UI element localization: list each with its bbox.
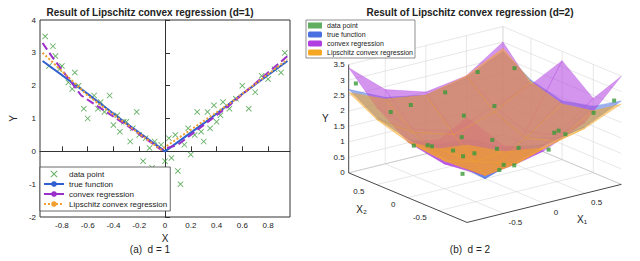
svg-text:Y: Y [8, 115, 19, 122]
svg-text:(a) d = 1: (a) d = 1 [130, 244, 171, 255]
svg-text:true function: true function [327, 31, 366, 38]
svg-text:1.5: 1.5 [334, 122, 346, 131]
svg-text:(b) d = 2: (b) d = 2 [450, 244, 491, 255]
svg-text:0: 0 [163, 221, 168, 230]
svg-text:-0.4: -0.4 [107, 221, 121, 230]
svg-text:convex regression: convex regression [69, 190, 134, 199]
svg-text:-0.5: -0.5 [509, 218, 523, 227]
svg-text:0.4: 0.4 [211, 221, 223, 230]
svg-text:Lipschitz convex regression: Lipschitz convex regression [69, 200, 167, 209]
svg-text:4: 4 [32, 16, 37, 25]
svg-text:1: 1 [32, 114, 37, 123]
svg-text:convex regression: convex regression [327, 40, 384, 48]
svg-text:3: 3 [32, 48, 37, 57]
svg-text:true function: true function [69, 180, 113, 189]
svg-text:0.2: 0.2 [185, 221, 197, 230]
svg-text:0: 0 [554, 208, 559, 217]
svg-text:data point: data point [69, 170, 105, 179]
svg-text:0: 0 [32, 147, 37, 156]
svg-text:-1: -1 [29, 180, 37, 189]
svg-text:2: 2 [340, 106, 345, 115]
svg-text:0.5: 0.5 [334, 153, 346, 162]
svg-text:0: 0 [391, 200, 396, 209]
svg-text:1: 1 [340, 137, 345, 146]
svg-text:-0.8: -0.8 [55, 221, 69, 230]
svg-text:0.8: 0.8 [263, 221, 275, 230]
svg-text:2.5: 2.5 [334, 91, 346, 100]
svg-text:-0.5: -0.5 [413, 213, 427, 222]
svg-text:3.5: 3.5 [334, 60, 346, 69]
svg-text:0.6: 0.6 [237, 221, 249, 230]
svg-text:0.5: 0.5 [353, 187, 365, 196]
svg-text:0: 0 [340, 168, 345, 177]
svg-text:Result of Lipschitz convex reg: Result of Lipschitz convex regression (d… [47, 7, 254, 18]
svg-text:-0.6: -0.6 [81, 221, 95, 230]
svg-text:Y: Y [322, 113, 329, 124]
svg-text:X₁: X₁ [577, 214, 588, 225]
svg-text:3: 3 [340, 76, 345, 85]
svg-text:-0.2: -0.2 [132, 221, 146, 230]
svg-text:Lipschitz convex regression: Lipschitz convex regression [327, 49, 413, 57]
svg-text:2: 2 [32, 81, 37, 90]
svg-text:0.5: 0.5 [591, 198, 603, 207]
svg-text:data point: data point [327, 22, 358, 30]
svg-text:X: X [161, 233, 169, 245]
svg-text:X₂: X₂ [356, 204, 367, 215]
svg-text:-2: -2 [29, 213, 37, 222]
svg-text:Result of Lipschitz convex reg: Result of Lipschitz convex regression (d… [367, 7, 574, 18]
